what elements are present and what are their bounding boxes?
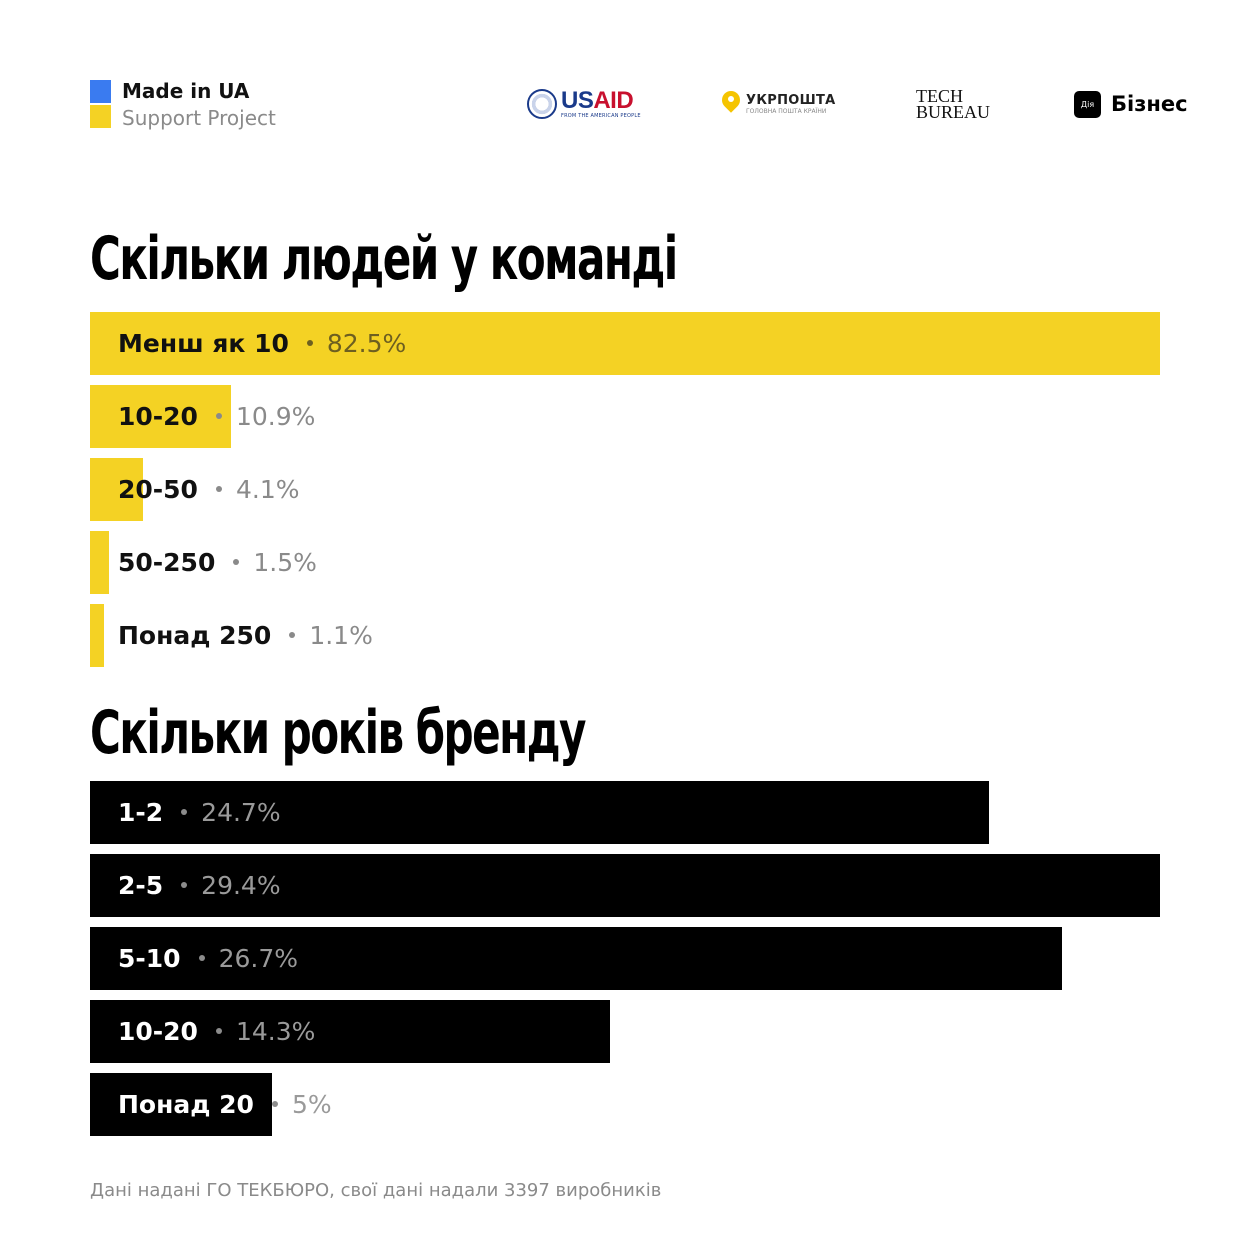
bar (90, 781, 989, 844)
separator-dot-icon (306, 340, 313, 346)
separator-dot-icon (215, 413, 222, 419)
separator-dot-icon (289, 632, 296, 638)
category-label: 10-20 (118, 1017, 198, 1046)
value-label: 14.3% (235, 1017, 316, 1046)
category-label: 10-20 (118, 402, 198, 431)
diya-business-name: Бізнес (1111, 92, 1188, 116)
separator-dot-icon (233, 559, 240, 565)
value-label: 29.4% (201, 871, 281, 900)
category-label: 5-10 (118, 944, 181, 973)
bar-label: 5-10 26.7% (118, 927, 298, 990)
bar-label: Менш як 10 82.5% (118, 312, 406, 375)
ukrposhta-name: УКРПОШТА (746, 92, 836, 108)
bar (90, 312, 1160, 375)
bar-row: 1-2 24.7% (90, 781, 1160, 844)
separator-dot-icon (198, 955, 205, 961)
bar-label: 1-2 24.7% (118, 781, 281, 844)
bar-row: 5-10 26.7% (90, 927, 1160, 990)
value-label: 4.1% (235, 475, 300, 504)
bar-row: 20-50 4.1% (90, 458, 1160, 521)
value-label: 5% (291, 1090, 332, 1119)
bar (90, 458, 143, 521)
brand-subtitle: Support Project (122, 106, 276, 130)
bar-label: Понад 250 1.1% (118, 604, 373, 667)
source-note: Дані надані ГО ТЕКБЮРО, свої дані надали… (90, 1180, 662, 1201)
bar (90, 531, 109, 594)
category-label: Менш як 10 (118, 329, 289, 358)
bar-row: Понад 20 5% (90, 1073, 1160, 1136)
ukrposhta-tagline: ГОЛОВНА ПОШТА КРАЇНИ (746, 107, 827, 115)
bar-label: 50-250 1.5% (118, 531, 317, 594)
brand-title: Made in UA (122, 79, 250, 103)
team-size-chart: Менш як 10 82.5% 10-20 10.9% 20-50 4.1% 50-250… (90, 312, 1160, 677)
bar-row: Менш як 10 82.5% (90, 312, 1160, 375)
separator-dot-icon (215, 486, 222, 492)
bar (90, 604, 104, 667)
bar-label: Понад 20 5% (118, 1073, 332, 1136)
separator-dot-icon (181, 809, 188, 815)
separator-dot-icon (215, 1028, 222, 1034)
bar (90, 854, 1160, 917)
bar-label: 10-20 10.9% (118, 385, 315, 448)
techbureau-logo: TECH BUREAU (916, 86, 991, 122)
category-label: 50-250 (118, 548, 216, 577)
separator-dot-icon (181, 882, 188, 888)
usaid-seal-icon (527, 89, 557, 119)
value-label: 10.9% (235, 402, 316, 431)
category-label: 1-2 (118, 798, 164, 827)
header: Made in UA Support Project USAID FROM TH… (90, 78, 1190, 138)
value-label: 82.5% (326, 329, 407, 358)
value-label: 26.7% (218, 944, 298, 973)
bar-row: 2-5 29.4% (90, 854, 1160, 917)
bar-label: 2-5 29.4% (118, 854, 281, 917)
location-pin-icon (718, 87, 744, 117)
bar (90, 927, 1062, 990)
diya-icon: Дія (1074, 90, 1101, 118)
ukrposhta-logo: УКРПОШТА ГОЛОВНА ПОШТА КРАЇНИ (718, 82, 836, 126)
category-label: Понад 250 (118, 621, 272, 650)
category-label: Понад 20 (118, 1090, 254, 1119)
value-label: 1.5% (253, 548, 317, 577)
category-label: 20-50 (118, 475, 198, 504)
category-label: 2-5 (118, 871, 164, 900)
bar-label: 20-50 4.1% (118, 458, 299, 521)
value-label: 24.7% (201, 798, 281, 827)
bar-row: 10-20 10.9% (90, 385, 1160, 448)
bar (90, 385, 231, 448)
usaid-logo: USAID FROM THE AMERICAN PEOPLE (527, 82, 641, 126)
bar-label: 10-20 14.3% (118, 1000, 315, 1063)
value-label: 1.1% (309, 621, 373, 650)
bar-row: 10-20 14.3% (90, 1000, 1160, 1063)
ukraine-flag-icon (90, 80, 111, 128)
bar (90, 1000, 610, 1063)
usaid-tagline: FROM THE AMERICAN PEOPLE (561, 113, 641, 119)
chart-title-brand-age: Скільки років бренду (90, 698, 586, 768)
brand-age-chart: 1-2 24.7% 2-5 29.4% 5-10 26.7% 10-20 14.3% Понад… (90, 781, 1160, 1146)
bar (90, 1073, 272, 1136)
chart-title-team-size: Скільки людей у команді (90, 224, 678, 294)
separator-dot-icon (271, 1101, 278, 1107)
diya-business-logo: Дія Бізнес (1074, 82, 1188, 126)
bar-row: 50-250 1.5% (90, 531, 1160, 594)
bar-row: Понад 250 1.1% (90, 604, 1160, 667)
